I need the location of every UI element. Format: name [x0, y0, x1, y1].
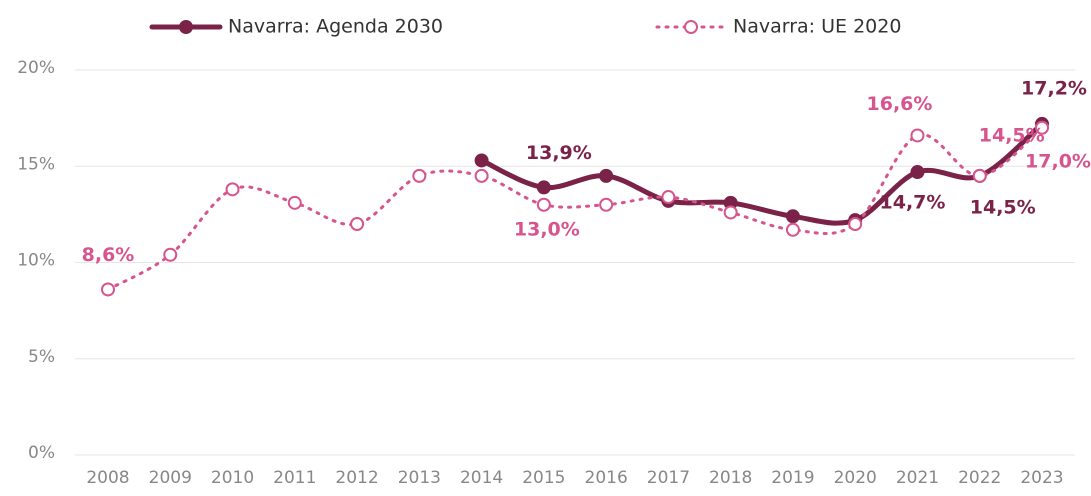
x-tick-label: 2017 [647, 468, 690, 488]
legend-marker [179, 20, 193, 34]
x-tick-label: 2014 [460, 468, 503, 488]
x-tick-label: 2011 [273, 468, 316, 488]
legend-label: Navarra: Agenda 2030 [228, 16, 443, 38]
x-tick-label: 2019 [771, 468, 814, 488]
point [536, 197, 551, 212]
point [474, 153, 489, 168]
x-tick-label: 2016 [585, 468, 628, 488]
point [972, 168, 987, 183]
point [412, 168, 427, 183]
y-tick-label: 0% [28, 443, 55, 463]
point [287, 195, 302, 210]
x-tick-label: 2009 [149, 468, 192, 488]
point [910, 128, 925, 143]
x-tick-label: 2013 [398, 468, 441, 488]
x-tick-label: 2012 [335, 468, 378, 488]
point [225, 182, 240, 197]
data-label: 17,0% [1025, 150, 1091, 172]
y-tick-label: 20% [17, 58, 55, 78]
series-line [479, 121, 1045, 226]
y-tick-label: 5% [28, 347, 55, 367]
x-tick-label: 2021 [896, 468, 939, 488]
legend-marker [684, 20, 698, 34]
x-tick-label: 2023 [1020, 468, 1063, 488]
point [910, 165, 925, 180]
x-tick-label: 2010 [211, 468, 254, 488]
x-tick-label: 2018 [709, 468, 752, 488]
y-tick-label: 15% [17, 154, 55, 174]
data-label: 14,7% [880, 192, 946, 214]
point [661, 190, 676, 205]
point [599, 168, 614, 183]
data-label: 14,5% [970, 196, 1036, 218]
data-label: 13,9% [526, 142, 592, 164]
point [785, 222, 800, 237]
data-label: 16,6% [867, 93, 933, 115]
point [723, 205, 738, 220]
point [474, 168, 489, 183]
x-tick-label: 2022 [958, 468, 1001, 488]
point [101, 282, 115, 297]
y-tick-label: 10% [17, 251, 55, 271]
point [1035, 120, 1049, 135]
data-label: 13,0% [514, 218, 580, 240]
point [599, 197, 614, 212]
point [785, 209, 800, 224]
point [163, 247, 178, 262]
x-tick-label: 2015 [522, 468, 565, 488]
point [536, 180, 551, 195]
series-line [106, 126, 1044, 291]
legend-label: Navarra: UE 2020 [733, 16, 901, 38]
point [848, 217, 863, 231]
data-label: 8,6% [82, 244, 135, 266]
x-tick-label: 2008 [86, 468, 129, 488]
data-label: 17,2% [1021, 77, 1087, 99]
point [350, 217, 365, 231]
x-tick-label: 2020 [834, 468, 877, 488]
data-label: 14,5% [979, 124, 1045, 146]
